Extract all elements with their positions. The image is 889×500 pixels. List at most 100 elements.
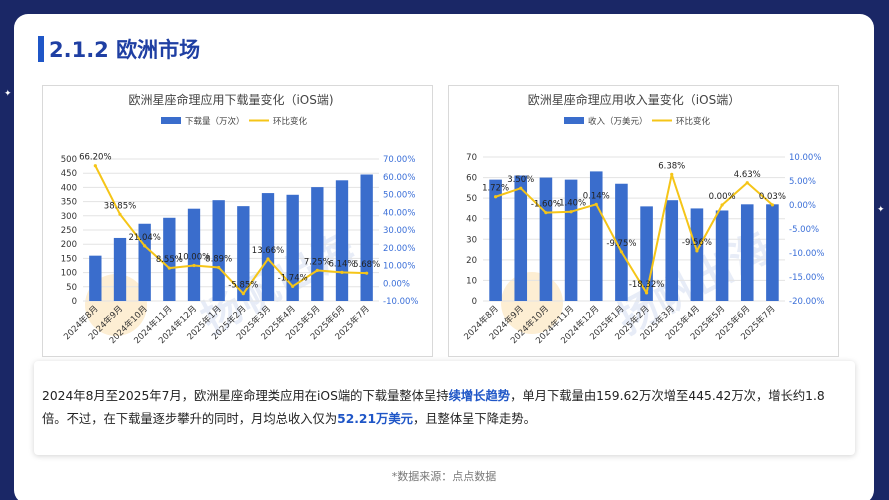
line-point <box>770 203 775 207</box>
legend-bar-label: 下载量（万次） <box>185 116 245 127</box>
data-label: 0.14% <box>583 191 610 201</box>
legend-line-label: 环比变化 <box>273 116 308 127</box>
bar <box>766 204 779 301</box>
data-label: 38.85% <box>104 201 136 211</box>
left-axis-tick: 60 <box>466 174 477 184</box>
summary-text: 2024年8月至2025年7月，欧洲星座命理类应用在iOS端的下载量整体呈持续增… <box>34 361 855 455</box>
bar <box>360 174 373 301</box>
right-axis-tick: 60.00% <box>383 173 415 183</box>
left-axis-tick: 350 <box>61 198 77 208</box>
left-axis-tick: 50 <box>66 283 77 293</box>
data-source: *数据来源：点点数据 <box>391 470 497 483</box>
data-label: 1.72% <box>482 184 509 194</box>
data-label: 6.14% <box>328 259 355 269</box>
data-label: 7.25% <box>304 257 331 267</box>
legend-line-label: 环比变化 <box>676 116 711 127</box>
right-axis-tick: 20.00% <box>383 244 415 254</box>
right-axis-tick: 30.00% <box>383 226 415 236</box>
line-point <box>143 244 147 248</box>
line-point <box>217 265 221 270</box>
slide-card: 2.1.2 欧洲市场 扬帆出海 欧洲星座命理应用下载量变化（iOS端) 下载量（万… <box>14 14 874 500</box>
downloads-chart-panel: 扬帆出海 欧洲星座命理应用下载量变化（iOS端) 下载量（万次） 环比变化 0 50 10… <box>42 85 433 357</box>
line-point <box>493 195 498 199</box>
right-axis-tick: -10.00% <box>789 249 824 259</box>
bar <box>335 180 349 301</box>
title-accent-bar <box>38 36 44 62</box>
summary-part: ，单月下载量由159.62万次增至445.42万次，增长约1.8倍。不过，在下载… <box>42 389 825 426</box>
left-axis-tick: 450 <box>61 169 77 179</box>
left-axis-tick: 100 <box>61 269 77 279</box>
chart-title: 欧洲星座命理应用下载量变化（iOS端) <box>128 92 333 107</box>
bar <box>237 206 250 301</box>
bar <box>187 208 201 301</box>
line-point <box>365 271 369 275</box>
right-axis-tick: 10.00% <box>789 153 821 163</box>
data-label: -9.56% <box>682 238 712 248</box>
left-axis-tick: 200 <box>61 240 77 250</box>
right-axis-tick: 0.00% <box>789 201 816 211</box>
bar <box>690 208 704 301</box>
data-label: 0.00% <box>709 192 736 202</box>
downloads-chart: 欧洲星座命理应用下载量变化（iOS端) 下载量（万次） 环比变化 0 50 100 150 2… <box>61 92 419 346</box>
legend-bar-swatch <box>564 117 584 124</box>
right-axis-tick: -10.00% <box>383 297 418 307</box>
line-point <box>544 211 548 215</box>
line-point <box>594 202 598 206</box>
right-axis-tick: -20.00% <box>789 297 824 307</box>
left-axis-tick: 0 <box>472 297 477 307</box>
right-axis-tick: 0.00% <box>383 279 410 289</box>
bar <box>113 237 127 301</box>
left-axis-tick: 40 <box>466 215 477 225</box>
bar <box>665 200 679 301</box>
data-label: 4.63% <box>734 170 761 180</box>
bar <box>615 183 628 301</box>
left-axis-tick: 30 <box>466 235 477 245</box>
left-axis-tick: 20 <box>466 256 477 266</box>
legend-bar-label: 收入（万美元） <box>588 116 648 127</box>
line-point <box>93 164 97 168</box>
left-axis-tick: 70 <box>466 153 477 163</box>
bar <box>311 187 324 301</box>
line-point <box>644 291 649 295</box>
right-axis-tick: -5.00% <box>789 225 819 235</box>
right-axis-tick: 50.00% <box>383 191 415 201</box>
data-label: 5.68% <box>353 260 380 270</box>
revenue-chart: 欧洲星座命理应用收入量变化（iOS端） 收入（万美元） 环比变化 0 10 20 30 40 5… <box>462 92 825 346</box>
line-point <box>619 250 624 254</box>
right-axis-tick: 5.00% <box>789 177 816 187</box>
left-axis-tick: 150 <box>61 254 77 264</box>
series-line <box>495 173 774 294</box>
line-point <box>569 210 573 214</box>
bar <box>163 217 176 301</box>
line-point <box>167 266 171 270</box>
line-point <box>519 186 523 190</box>
watermark-logo <box>501 272 563 334</box>
line-point <box>340 270 344 274</box>
left-axis-tick: 500 <box>61 155 77 165</box>
bar <box>89 255 102 301</box>
left-axis-tick: 300 <box>61 212 77 222</box>
line-point <box>266 257 270 261</box>
right-axis-tick: 10.00% <box>383 262 415 272</box>
data-label: 13.66% <box>252 246 284 256</box>
line-point <box>745 181 749 185</box>
star-decoration: ✦ <box>877 205 885 215</box>
bar <box>589 171 603 301</box>
page-title: 2.1.2 欧洲市场 <box>49 38 201 62</box>
bar <box>286 194 299 301</box>
right-axis-tick: -15.00% <box>789 273 824 283</box>
line-point <box>192 263 196 268</box>
left-axis-tick: 10 <box>466 276 477 286</box>
data-label: 0.03% <box>759 192 786 202</box>
bar <box>740 204 754 301</box>
bar <box>489 179 502 301</box>
left-axis-tick: 250 <box>61 226 77 236</box>
data-label: 8.89% <box>205 254 232 264</box>
bar <box>261 193 275 301</box>
line-point <box>670 172 674 176</box>
series-line <box>94 165 367 295</box>
summary-part: 2024年8月至2025年7月，欧洲星座命理类应用在iOS端的下载量整体呈持 <box>42 389 449 403</box>
line-point <box>695 249 699 253</box>
legend-bar-swatch <box>161 117 181 124</box>
data-label: -5.85% <box>228 281 258 291</box>
